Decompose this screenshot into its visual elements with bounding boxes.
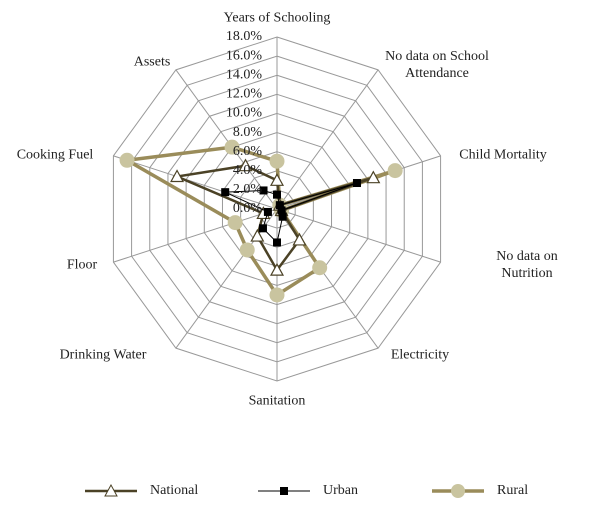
legend-marker	[104, 483, 118, 497]
marker	[224, 139, 240, 155]
marker	[269, 262, 285, 276]
marker	[292, 232, 307, 246]
marker	[239, 242, 255, 258]
marker	[352, 179, 361, 188]
marker	[312, 260, 328, 276]
category-label: Assets	[133, 54, 171, 70]
marker	[263, 207, 272, 216]
category-label: Cooking Fuel	[16, 147, 94, 163]
category-label: Floor	[66, 257, 98, 273]
legend-symbol	[104, 483, 118, 497]
marker	[259, 186, 268, 195]
legend-label: Urban	[323, 483, 358, 498]
marker	[269, 287, 285, 303]
marker	[119, 152, 135, 168]
legend-symbol	[451, 484, 465, 498]
marker	[269, 173, 285, 186]
legend-marker	[451, 484, 465, 498]
legend-symbol	[280, 487, 288, 495]
y-tick-label: 6.0%	[233, 144, 263, 159]
y-tick-label: 8.0%	[233, 125, 263, 140]
spoke	[113, 208, 278, 263]
marker	[366, 170, 381, 184]
marker	[170, 169, 185, 183]
legend-marker	[280, 487, 288, 495]
legend-label: Rural	[497, 483, 528, 498]
y-tick-label: 4.0%	[233, 163, 263, 178]
category-label: Child Mortality	[459, 147, 547, 163]
marker	[258, 224, 267, 233]
y-tick-label: 16.0%	[226, 48, 263, 63]
marker	[277, 206, 286, 215]
category-label: No data on School Attendance	[385, 49, 489, 81]
y-tick-label: 12.0%	[226, 87, 263, 102]
category-label: Electricity	[390, 347, 450, 363]
marker	[275, 201, 284, 210]
marker	[250, 228, 265, 242]
spoke	[276, 208, 441, 263]
category-label: Years of Schooling	[223, 10, 331, 26]
marker	[387, 163, 403, 179]
category-label: Drinking Water	[59, 347, 147, 363]
spoke	[113, 155, 278, 210]
y-tick-label: 18.0%	[226, 29, 263, 44]
marker	[221, 188, 230, 197]
marker	[273, 238, 281, 247]
marker	[278, 212, 287, 221]
marker	[238, 158, 253, 172]
y-tick-label: 0.0%	[233, 201, 263, 216]
spoke	[276, 69, 379, 210]
spoke	[175, 69, 278, 210]
legend-label: National	[150, 483, 198, 498]
y-tick-label: 2.0%	[233, 182, 263, 197]
marker	[269, 153, 285, 169]
category-label: Sanitation	[248, 393, 306, 409]
marker	[273, 190, 281, 199]
marker	[227, 215, 243, 231]
y-tick-label: 14.0%	[226, 67, 263, 82]
y-tick-label: 10.0%	[226, 106, 263, 121]
category-label: No data on Nutrition	[496, 249, 558, 281]
